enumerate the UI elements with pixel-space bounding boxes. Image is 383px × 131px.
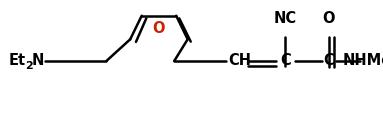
Text: CH: CH — [228, 53, 251, 68]
Text: 2: 2 — [25, 61, 33, 71]
Text: O: O — [153, 21, 165, 36]
Text: N: N — [31, 53, 44, 68]
Text: NHMe: NHMe — [343, 53, 383, 68]
Text: C: C — [280, 53, 291, 68]
Text: Et: Et — [8, 53, 26, 68]
Text: O: O — [322, 11, 335, 26]
Text: NC: NC — [274, 11, 297, 26]
Text: C: C — [323, 53, 334, 68]
